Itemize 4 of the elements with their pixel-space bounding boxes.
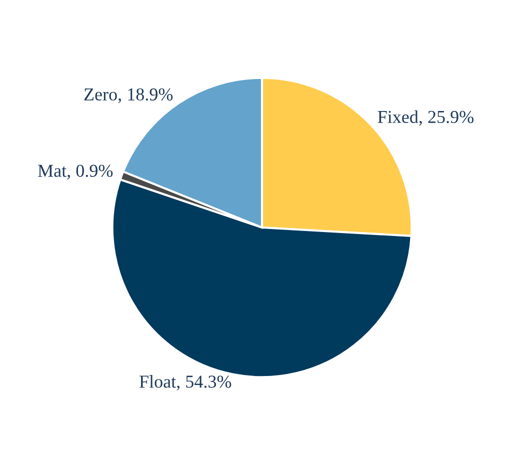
slice-label: Mat, 0.9% (38, 164, 113, 180)
slice-label: Float, 54.3% (140, 375, 232, 390)
slice-label: Fixed, 25.9% (378, 110, 474, 126)
slice-label: Zero, 18.9% (84, 88, 173, 104)
